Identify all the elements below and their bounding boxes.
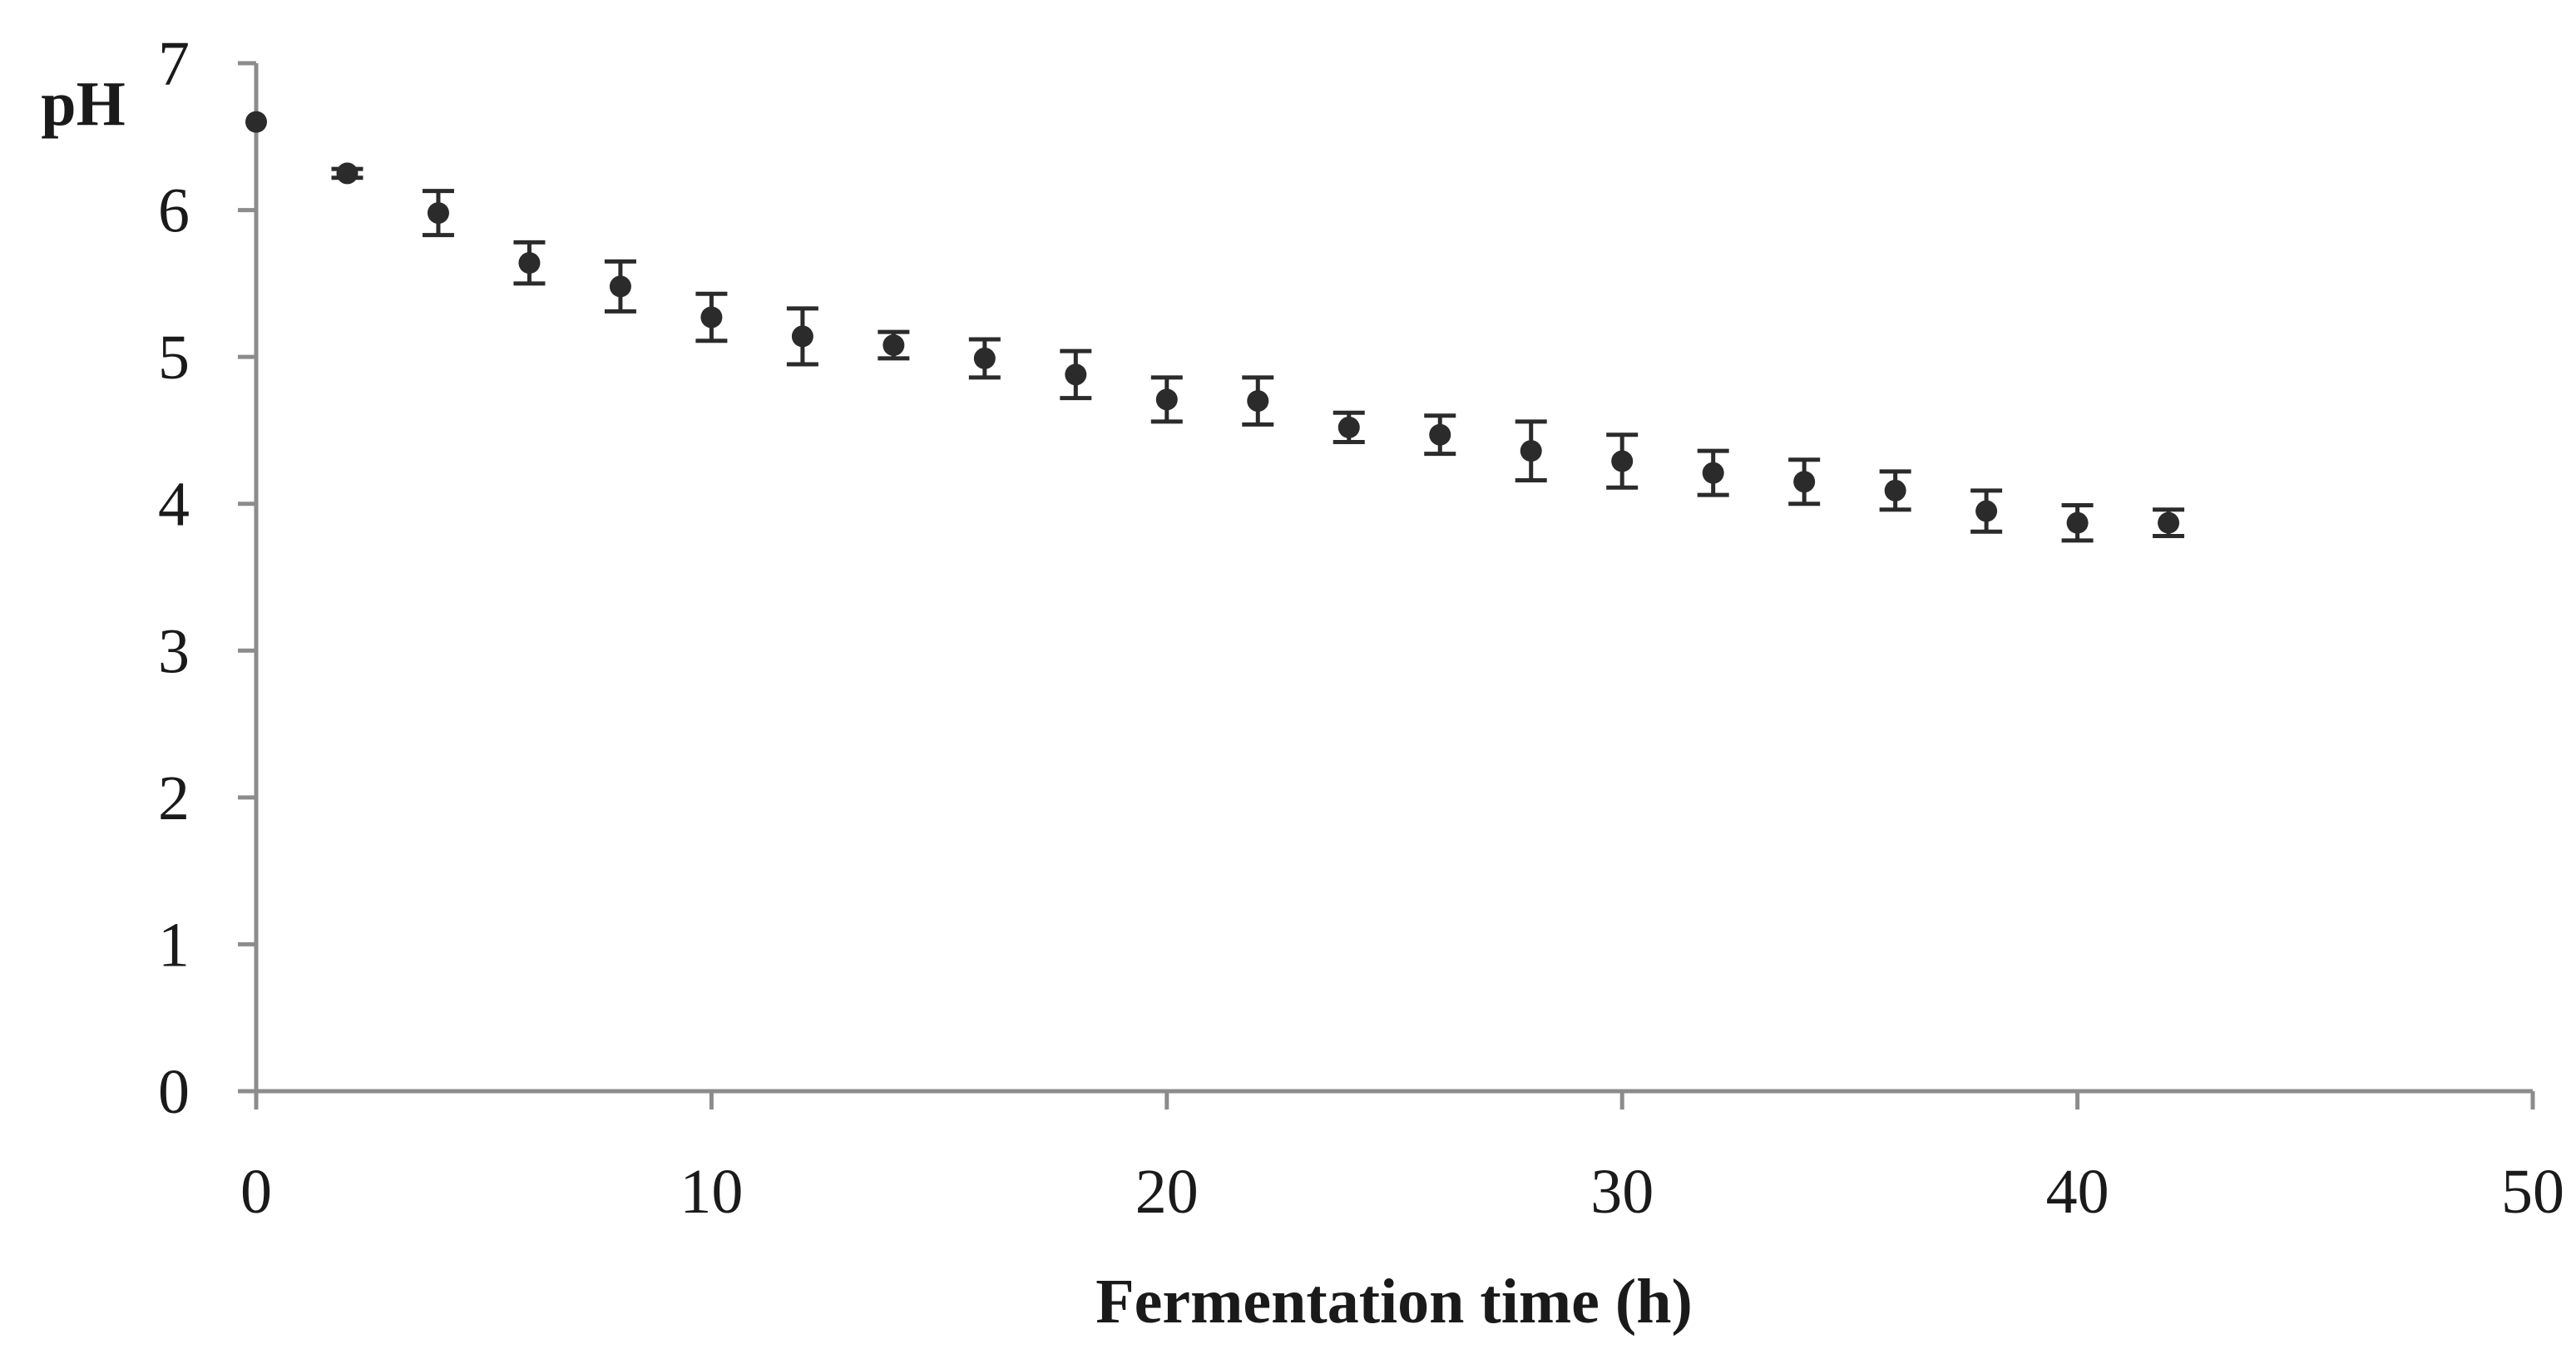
data-point bbox=[973, 347, 996, 369]
x-tick-label: 20 bbox=[1135, 1157, 1199, 1227]
data-point bbox=[2066, 511, 2089, 534]
data-point bbox=[883, 334, 905, 357]
x-tick-label: 50 bbox=[2501, 1157, 2564, 1227]
data-point bbox=[1884, 479, 1906, 502]
data-point bbox=[336, 162, 358, 185]
data-point bbox=[1337, 416, 1360, 438]
y-tick-label: 3 bbox=[158, 616, 190, 686]
data-point bbox=[427, 202, 449, 225]
data-point bbox=[1520, 440, 1542, 462]
y-tick-label: 2 bbox=[158, 763, 190, 833]
data-point bbox=[1702, 462, 1724, 484]
ticks: 0 1 2 3 4 5 6 7 0 10 20 30 40 50 bbox=[158, 29, 2564, 1227]
data-point bbox=[245, 111, 267, 133]
y-tick-label: 6 bbox=[158, 176, 190, 246]
y-tick-label: 5 bbox=[158, 323, 190, 393]
data-point bbox=[609, 275, 631, 298]
data-point bbox=[1975, 500, 1998, 522]
data-point bbox=[1793, 471, 1816, 493]
x-tick-label: 40 bbox=[2046, 1157, 2109, 1227]
data-point bbox=[518, 252, 541, 274]
data-point bbox=[2158, 511, 2180, 534]
data-point bbox=[1429, 423, 1451, 446]
y-tick-label: 0 bbox=[158, 1057, 190, 1127]
y-axis-title: pH bbox=[41, 69, 125, 139]
y-tick-label: 1 bbox=[158, 910, 190, 980]
data-point bbox=[1611, 450, 1634, 472]
x-axis-title: Fermentation time (h) bbox=[1095, 1267, 1693, 1337]
y-tick-label: 4 bbox=[158, 470, 190, 540]
y-tick-label: 7 bbox=[158, 29, 190, 99]
x-tick-label: 30 bbox=[1590, 1157, 1654, 1227]
data-point bbox=[1155, 388, 1178, 411]
x-tick-label: 0 bbox=[240, 1157, 272, 1227]
data-points bbox=[245, 111, 2180, 534]
x-tick-label: 10 bbox=[680, 1157, 743, 1227]
axes bbox=[254, 63, 2533, 1094]
data-point bbox=[1065, 363, 1087, 386]
error-bars bbox=[331, 166, 2185, 543]
data-point bbox=[791, 325, 813, 348]
data-point bbox=[1247, 390, 1269, 413]
data-point bbox=[700, 306, 723, 329]
